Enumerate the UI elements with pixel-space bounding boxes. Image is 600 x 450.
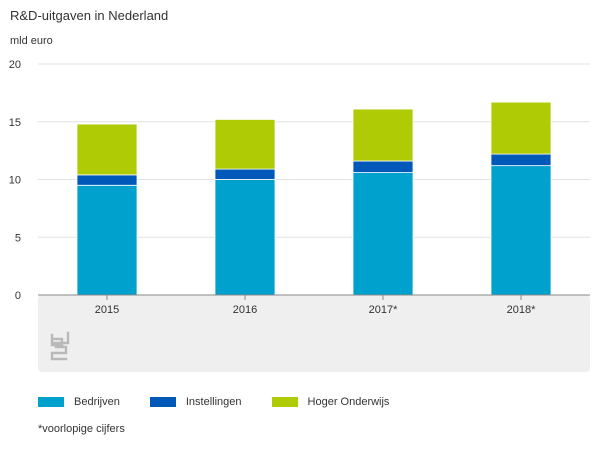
bar-instellingen	[352, 160, 414, 173]
legend-item-hoger-onderwijs: Hoger Onderwijs	[271, 396, 390, 408]
footnote: *voorlopige cijfers	[38, 423, 125, 435]
bar-hoger-onderwijs	[214, 119, 276, 170]
bar-stack-2017	[352, 108, 414, 296]
bar-stack-2016	[214, 119, 276, 296]
bar-bedrijven	[352, 172, 414, 296]
bar-instellingen	[214, 168, 276, 180]
legend-swatch-bedrijven	[38, 397, 64, 407]
y-tick-label: 15	[9, 117, 21, 129]
bar-series	[76, 101, 552, 296]
bar-bedrijven	[490, 165, 552, 296]
y-tick-label: 5	[15, 232, 21, 244]
legend-item-bedrijven: Bedrijven	[38, 396, 120, 408]
legend-label-hoger-onderwijs: Hoger Onderwijs	[307, 396, 390, 408]
legend-swatch-instellingen	[149, 397, 176, 407]
x-tick-label: 2017*	[369, 304, 398, 316]
y-tick-label: 10	[9, 175, 21, 187]
bar-bedrijven	[76, 184, 138, 296]
legend-label-bedrijven: Bedrijven	[74, 396, 120, 408]
y-tick-label: 20	[9, 59, 21, 71]
bar-instellingen	[76, 174, 138, 186]
bar-hoger-onderwijs	[352, 108, 414, 162]
legend-label-instellingen: Instellingen	[185, 396, 242, 408]
y-axis-ticks: 0 5 10 15 20	[9, 59, 21, 302]
bar-hoger-onderwijs	[490, 101, 552, 155]
x-tick-label: 2016	[233, 304, 257, 316]
legend-item-instellingen: Instellingen	[149, 396, 242, 408]
x-tick-label: 2018*	[507, 304, 536, 316]
x-axis-ticks: 2015 2016 2017* 2018*	[95, 295, 536, 316]
x-tick-label: 2015	[95, 304, 119, 316]
cbs-logo	[50, 331, 70, 361]
bar-hoger-onderwijs	[76, 123, 138, 176]
y-axis-unit-label: mld euro	[10, 35, 53, 47]
x-axis-panel	[38, 295, 590, 372]
bar-stack-2015	[76, 123, 138, 296]
chart-title: R&D-uitgaven in Nederland	[10, 8, 169, 23]
bar-bedrijven	[214, 179, 276, 296]
legend-swatch-hoger-onderwijs	[271, 397, 298, 407]
y-tick-label: 0	[15, 290, 21, 302]
bar-stack-2018	[490, 101, 552, 296]
bar-instellingen	[490, 153, 552, 167]
legend: Bedrijven Instellingen Hoger Onderwijs	[38, 396, 419, 408]
